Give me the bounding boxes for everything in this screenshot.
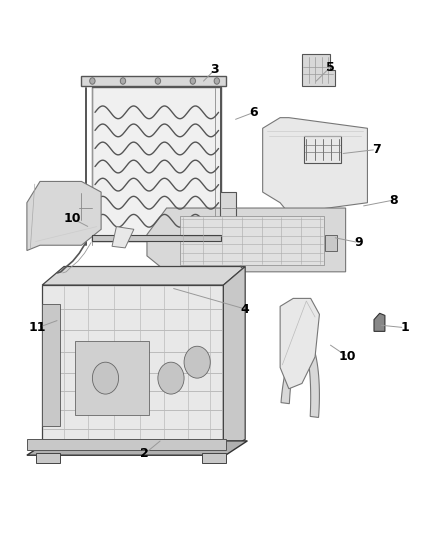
Polygon shape: [220, 192, 237, 221]
Polygon shape: [223, 266, 245, 453]
Polygon shape: [147, 208, 346, 272]
Text: 10: 10: [64, 212, 81, 225]
Text: 3: 3: [210, 63, 219, 76]
Text: 4: 4: [241, 303, 250, 316]
Circle shape: [214, 78, 219, 84]
Ellipse shape: [158, 362, 184, 394]
Polygon shape: [27, 181, 101, 251]
Text: 11: 11: [29, 321, 46, 334]
Polygon shape: [42, 304, 60, 426]
Polygon shape: [201, 453, 226, 463]
Text: 9: 9: [354, 236, 363, 249]
Ellipse shape: [92, 362, 119, 394]
Text: 8: 8: [389, 193, 398, 207]
Polygon shape: [81, 76, 226, 86]
Polygon shape: [35, 453, 60, 463]
Circle shape: [120, 78, 126, 84]
Text: 5: 5: [326, 61, 335, 74]
Polygon shape: [75, 341, 149, 415]
Polygon shape: [280, 298, 319, 389]
Polygon shape: [42, 285, 223, 453]
Polygon shape: [302, 54, 335, 86]
Ellipse shape: [184, 346, 210, 378]
Polygon shape: [263, 118, 367, 213]
Text: 2: 2: [141, 447, 149, 460]
Polygon shape: [374, 313, 385, 332]
Polygon shape: [42, 266, 245, 285]
Polygon shape: [27, 439, 226, 450]
Polygon shape: [112, 227, 134, 248]
Circle shape: [90, 78, 95, 84]
Polygon shape: [27, 441, 247, 455]
Text: 6: 6: [250, 106, 258, 119]
Circle shape: [155, 78, 160, 84]
Polygon shape: [304, 136, 341, 163]
Polygon shape: [325, 235, 337, 251]
Polygon shape: [92, 87, 221, 241]
Polygon shape: [281, 336, 319, 417]
Circle shape: [190, 78, 195, 84]
Polygon shape: [180, 216, 324, 265]
Polygon shape: [77, 192, 93, 221]
Polygon shape: [92, 235, 221, 241]
Text: 1: 1: [400, 321, 409, 334]
Text: 10: 10: [339, 350, 357, 364]
Text: 7: 7: [372, 143, 381, 156]
